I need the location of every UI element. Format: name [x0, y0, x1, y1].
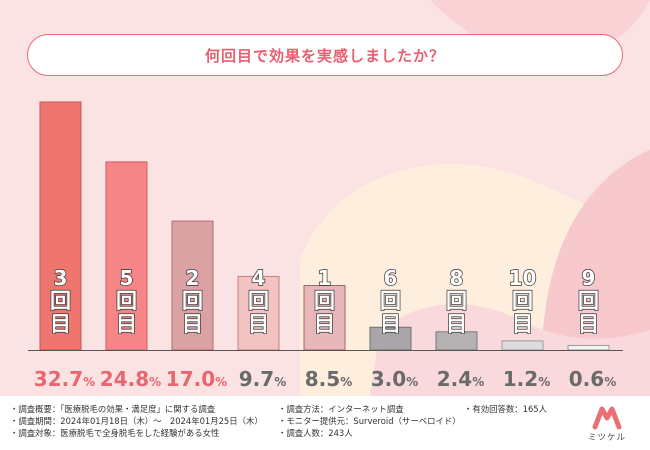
- value-label-number: 9.7: [239, 367, 274, 391]
- category-label-suffix: 回: [50, 289, 71, 313]
- category-label-number: 9: [582, 266, 596, 290]
- category-label-suffix: 回: [314, 289, 335, 313]
- category-label-suffix: 目: [50, 312, 71, 336]
- logo: ミツケル: [582, 403, 632, 445]
- category-label-suffix: 目: [512, 312, 533, 336]
- survey-period: ・調査期間：2024年01月18日（木）～ 2024年01月25日（木）: [10, 416, 263, 426]
- category-label-suffix: 回: [446, 289, 467, 313]
- category-label-suffix: 回: [116, 289, 137, 313]
- value-label-number: 24.8: [100, 367, 149, 391]
- value-label-unit: %: [149, 375, 161, 389]
- value-label: 9.7%: [239, 367, 286, 391]
- category-label-suffix: 目: [182, 312, 203, 336]
- logo-text: ミツケル: [587, 433, 626, 443]
- survey-overview: ・調査概要：「医療脱毛の効果・満足度」に関する調査: [10, 404, 216, 414]
- value-label-number: 2.4: [437, 367, 472, 391]
- category-label-suffix: 回: [182, 289, 203, 313]
- value-label: 2.4%: [437, 367, 484, 391]
- bar-chart: 3回目32.7%5回目24.8%2回目17.0%4回目9.7%1回目8.5%6回…: [28, 101, 623, 391]
- category-label-suffix: 回: [578, 289, 599, 313]
- value-label-number: 1.2: [503, 367, 538, 391]
- value-label: 8.5%: [305, 367, 352, 391]
- survey-method: ・調査方法：インターネット調査: [278, 404, 404, 414]
- category-label-suffix: 回: [380, 289, 401, 313]
- monitor-provider: ・モニター提供元：Surveroid（サーベロイド）: [278, 416, 461, 426]
- category-label-suffix: 目: [380, 312, 401, 336]
- bar: [501, 340, 544, 351]
- value-label-unit: %: [274, 375, 286, 389]
- footer: ・調査概要：「医療脱毛の効果・満足度」に関する調査 ・調査期間：2024年01月…: [0, 396, 650, 450]
- value-label-unit: %: [83, 375, 95, 389]
- category-label-number: 6: [384, 266, 398, 290]
- category-label-number: 10: [509, 266, 537, 290]
- title-box: 何回目で効果を実感しましたか？: [27, 34, 623, 76]
- value-label: 3.0%: [371, 367, 418, 391]
- chart-title: 何回目で効果を実感しましたか？: [204, 46, 445, 65]
- value-label: 32.7%: [34, 367, 95, 391]
- category-label-suffix: 回: [248, 289, 269, 313]
- category-label-suffix: 目: [446, 312, 467, 336]
- mitsukeru-m-logo-icon: [592, 406, 622, 430]
- category-label-suffix: 目: [578, 312, 599, 336]
- category-label-suffix: 目: [116, 312, 137, 336]
- category-label-suffix: 回: [512, 289, 533, 313]
- value-label-number: 0.6: [569, 367, 604, 391]
- value-label-unit: %: [340, 375, 352, 389]
- category-label-suffix: 目: [248, 312, 269, 336]
- category-label-number: 3: [54, 266, 68, 290]
- value-label-unit: %: [406, 375, 418, 389]
- value-label-unit: %: [472, 375, 484, 389]
- survey-people: ・調査人数：243人: [278, 428, 353, 438]
- category-label-number: 1: [318, 266, 332, 290]
- valid-responses: ・有効回答数：165人: [464, 404, 547, 414]
- bar: [567, 344, 610, 351]
- value-label: 24.8%: [100, 367, 161, 391]
- bar: [303, 285, 346, 351]
- category-label-number: 8: [450, 266, 464, 290]
- value-label-number: 32.7: [34, 367, 83, 391]
- value-label-number: 17.0: [166, 367, 215, 391]
- value-label: 17.0%: [166, 367, 227, 391]
- survey-target: ・調査対象：医療脱毛で全身脱毛をした経験がある女性: [10, 428, 220, 438]
- category-label-number: 4: [252, 266, 266, 290]
- category-label-suffix: 目: [314, 312, 335, 336]
- value-label-unit: %: [538, 375, 550, 389]
- value-label: 1.2%: [503, 367, 550, 391]
- category-label-number: 2: [186, 266, 200, 290]
- value-label: 0.6%: [569, 367, 616, 391]
- value-label-unit: %: [604, 375, 616, 389]
- value-label-number: 3.0: [371, 367, 406, 391]
- value-label-unit: %: [215, 375, 227, 389]
- bar: [39, 101, 82, 351]
- category-label-number: 5: [120, 266, 134, 290]
- value-label-number: 8.5: [305, 367, 340, 391]
